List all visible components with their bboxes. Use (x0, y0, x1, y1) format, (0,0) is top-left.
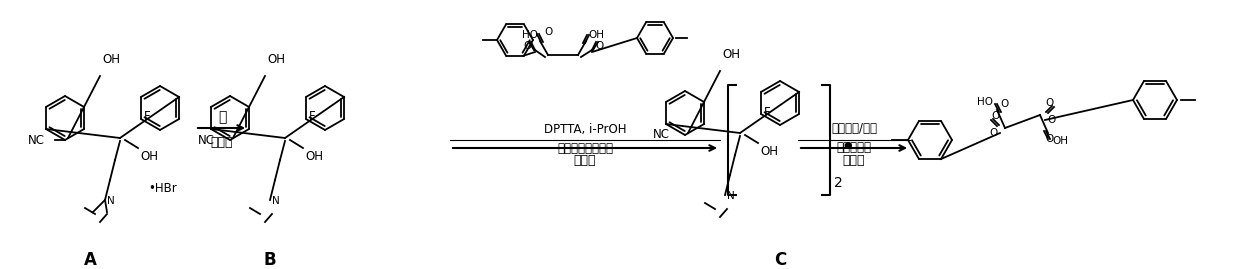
Text: B: B (264, 251, 276, 269)
Text: OH: OH (760, 145, 778, 158)
Text: •HBr: •HBr (147, 182, 177, 194)
Text: O: O (989, 128, 997, 138)
Text: OH: OH (266, 53, 285, 66)
Text: 乙酸乙酯/乙醇: 乙酸乙酯/乙醇 (831, 122, 877, 134)
Text: F: F (764, 105, 771, 119)
Text: 步骤三: 步骤三 (843, 154, 865, 167)
Text: N: N (273, 196, 280, 206)
Text: DPTTA, i-PrOH: DPTTA, i-PrOH (544, 123, 626, 136)
Text: NC: NC (653, 129, 670, 141)
Text: OH: OH (305, 150, 323, 163)
Text: OH: OH (589, 30, 603, 40)
Text: 碱: 碱 (218, 110, 227, 124)
Text: O: O (544, 27, 553, 37)
Text: OH: OH (102, 53, 120, 66)
Text: A: A (83, 251, 97, 269)
Text: O: O (1000, 99, 1009, 109)
Text: O: O (991, 111, 999, 121)
Text: 温度，时间，晶种: 温度，时间，晶种 (558, 142, 613, 155)
Text: 步骤一: 步骤一 (211, 136, 233, 148)
Text: O: O (523, 41, 532, 51)
Text: 2: 2 (834, 176, 843, 190)
Text: NC: NC (198, 133, 216, 147)
Text: 步骤二: 步骤二 (574, 154, 596, 167)
Text: C: C (774, 251, 786, 269)
Text: F: F (144, 111, 151, 123)
Text: O: O (1046, 98, 1054, 108)
Text: N: N (107, 196, 115, 206)
Text: HO: HO (978, 97, 992, 107)
Text: OH: OH (722, 48, 740, 61)
Text: OH: OH (140, 150, 159, 163)
Text: •: • (840, 136, 855, 160)
Text: NC: NC (28, 134, 45, 147)
Text: HO: HO (522, 30, 538, 40)
Text: O: O (596, 41, 605, 51)
Text: N: N (727, 191, 735, 201)
Text: O: O (1044, 134, 1053, 144)
Text: 温度，时间: 温度，时间 (836, 141, 871, 154)
Text: OH: OH (1052, 136, 1068, 146)
Text: F: F (309, 111, 316, 123)
Text: O: O (1048, 115, 1056, 125)
